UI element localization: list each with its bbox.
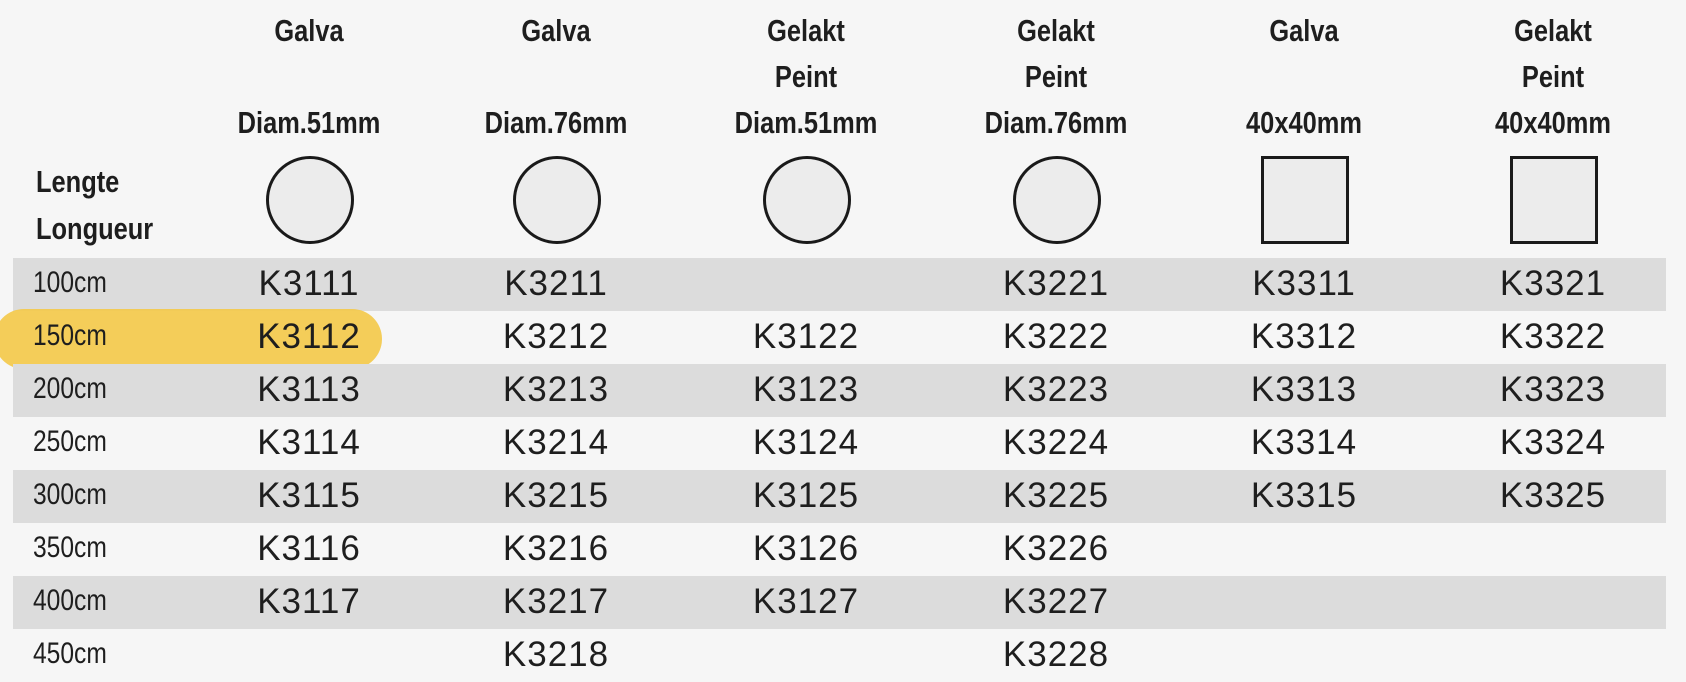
code-cell: K3227: [1002, 582, 1110, 621]
code-cell: K3314: [1250, 423, 1358, 462]
round-tube-icon: [763, 156, 851, 244]
code-cell: K3116: [257, 529, 361, 568]
length-cell: 450cm: [33, 637, 107, 670]
code-cell: K3114: [257, 423, 361, 462]
table-row: 250cm K3114 K3214 K3124 K3224 K3314 K3324: [13, 417, 1666, 470]
code-cell: K3311: [1252, 264, 1356, 303]
code-cell: K3225: [1002, 476, 1110, 515]
column-header-line: Gelakt: [1017, 13, 1095, 48]
column-header-line: Diam.51mm: [734, 105, 878, 140]
length-cell: 350cm: [33, 531, 107, 564]
column-header-line: [211, 54, 408, 100]
table-row: 300cm K3115 K3215 K3125 K3225 K3315 K3325: [13, 470, 1666, 523]
code-cell: K3325: [1499, 476, 1607, 515]
square-tube-icon: [1261, 156, 1349, 244]
code-cell: K3226: [1002, 529, 1110, 568]
column-header-line: [1206, 54, 1403, 100]
column-header: Galva 40x40mm: [1184, 8, 1424, 146]
highlight-marker: [0, 309, 382, 369]
column-header-line: Diam.51mm: [237, 105, 381, 140]
column-header-line: 40x40mm: [1246, 105, 1362, 140]
table-row: 100cm K3111 K3211 K3221 K3311 K3321: [13, 258, 1666, 311]
table-row: 150cm K3112 K3212 K3122 K3222 K3312 K3322: [13, 311, 1666, 364]
length-header: Lengte Longueur: [36, 158, 153, 252]
code-cell: K3214: [502, 423, 610, 462]
round-tube-icon: [266, 156, 354, 244]
round-tube-icon: [1013, 156, 1101, 244]
code-cell: K3111: [258, 264, 360, 303]
column-header-line: 40x40mm: [1495, 105, 1611, 140]
code-cell: K3122: [752, 317, 860, 356]
code-cell: K3223: [1002, 370, 1110, 409]
column-header-line: Galva: [1269, 13, 1339, 48]
code-cell: K3113: [257, 370, 361, 409]
code-cell: K3217: [502, 582, 610, 621]
table-row: 450cm K3218 K3228: [13, 629, 1666, 682]
column-header-line: Gelakt: [1514, 13, 1592, 48]
table-row: 200cm K3113 K3213 K3123 K3223 K3313 K3323: [13, 364, 1666, 417]
code-cell: K3125: [752, 476, 860, 515]
code-cell: K3323: [1499, 370, 1607, 409]
code-cell: K3127: [752, 582, 860, 621]
code-cell: K3322: [1499, 317, 1607, 356]
code-cell: K3112: [257, 317, 361, 356]
table-row: 400cm K3117 K3217 K3127 K3227: [13, 576, 1666, 629]
round-tube-icon: [513, 156, 601, 244]
code-cell: K3212: [502, 317, 610, 356]
length-cell: 400cm: [33, 584, 107, 617]
code-cell: K3117: [257, 582, 361, 621]
code-cell: K3221: [1002, 264, 1110, 303]
column-header-line: Gelakt: [767, 13, 845, 48]
code-cell: K3124: [752, 423, 860, 462]
code-cell: K3312: [1250, 317, 1358, 356]
length-cell: 150cm: [33, 319, 107, 352]
length-cell: 100cm: [33, 266, 107, 299]
code-cell: K3115: [257, 476, 361, 515]
column-header: Galva Diam.76mm: [436, 8, 676, 146]
code-cell: K3313: [1250, 370, 1358, 409]
column-header-line: Galva: [274, 13, 344, 48]
column-header: Gelakt Peint Diam.51mm: [686, 8, 926, 146]
column-header-line: Galva: [521, 13, 591, 48]
code-cell: K3211: [504, 264, 608, 303]
column-header-line: Diam.76mm: [484, 105, 628, 140]
length-cell: 200cm: [33, 372, 107, 405]
column-header: Gelakt Peint 40x40mm: [1433, 8, 1673, 146]
code-cell: K3228: [1002, 635, 1110, 674]
length-cell: 300cm: [33, 478, 107, 511]
code-cell: K3321: [1499, 264, 1607, 303]
column-header-line: Peint: [1521, 59, 1585, 94]
column-header-line: Diam.76mm: [984, 105, 1128, 140]
code-cell: K3315: [1250, 476, 1358, 515]
length-header-fr: Longueur: [36, 211, 154, 246]
length-header-nl: Lengte: [36, 164, 120, 199]
column-header: Gelakt Peint Diam.76mm: [936, 8, 1176, 146]
column-header-line: Peint: [1024, 59, 1088, 94]
length-cell: 250cm: [33, 425, 107, 458]
square-tube-icon: [1510, 156, 1598, 244]
code-cell: K3324: [1499, 423, 1607, 462]
column-header-line: Peint: [774, 59, 838, 94]
code-cell: K3222: [1002, 317, 1110, 356]
code-cell: K3216: [502, 529, 610, 568]
column-header-line: [458, 54, 655, 100]
code-cell: K3224: [1002, 423, 1110, 462]
code-cell: K3213: [502, 370, 610, 409]
code-cell: K3126: [752, 529, 860, 568]
code-cell: K3218: [502, 635, 610, 674]
code-cell: K3215: [502, 476, 610, 515]
column-header: Galva Diam.51mm: [189, 8, 429, 146]
code-cell: K3123: [752, 370, 860, 409]
table-row: 350cm K3116 K3216 K3126 K3226: [13, 523, 1666, 576]
